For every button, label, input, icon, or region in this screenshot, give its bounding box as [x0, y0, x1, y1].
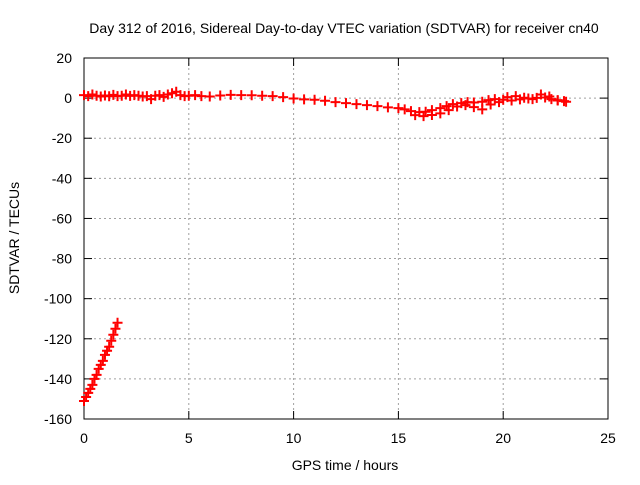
data-point-s0-p43 [361, 100, 372, 111]
data-point-s0-p9 [116, 90, 127, 101]
data-point-s0-p31 [236, 90, 247, 101]
data-point-s0-p21 [167, 88, 178, 99]
data-point-s2-p15 [110, 323, 121, 334]
x-tick-label-1: 5 [185, 430, 193, 446]
data-point-s1-p4 [443, 105, 454, 116]
data-point-s1-p5 [452, 101, 463, 112]
data-point-s0-p36 [288, 93, 299, 104]
data-point-s0-p37 [299, 94, 310, 105]
data-point-s0-p27 [196, 91, 207, 102]
data-point-s1-p11 [502, 92, 513, 103]
plot-border [83, 57, 609, 420]
data-point-s2-p16 [112, 317, 123, 328]
data-point-s0-p48 [405, 106, 416, 117]
data-point-s1-p6 [460, 100, 471, 111]
data-point-s1-p13 [519, 92, 530, 103]
data-point-s1-p9 [485, 99, 496, 110]
data-point-s0-p26 [190, 90, 201, 101]
data-point-s1-p10 [494, 97, 505, 108]
data-point-s0-p10 [120, 89, 131, 100]
data-point-s0-p46 [393, 103, 404, 114]
data-point-s0-p32 [246, 90, 257, 101]
data-point-s1-p15 [535, 89, 546, 100]
data-point-s0-p35 [278, 92, 289, 103]
data-point-s0-p2 [87, 89, 98, 100]
data-point-s0-p42 [351, 99, 362, 110]
data-point-s0-p38 [309, 94, 320, 105]
x-tick-label-4: 20 [495, 430, 511, 446]
y-tick-label-3: -100 [44, 291, 72, 307]
data-point-s0-p44 [372, 101, 383, 112]
y-axis-label: SDTVAR / TECUs [6, 182, 22, 294]
data-point-s0-p6 [104, 91, 115, 102]
data-point-s1-p17 [552, 95, 563, 106]
data-point-s0-p34 [267, 91, 278, 102]
data-point-s1-p16 [544, 91, 555, 102]
y-tick-label-0: -160 [44, 411, 72, 427]
data-point-s1-p1 [418, 111, 429, 122]
y-tick-label-7: -20 [52, 130, 72, 146]
data-point-s1-p18 [561, 96, 572, 107]
data-point-s0-p7 [108, 89, 119, 100]
x-tick-label-3: 15 [391, 430, 407, 446]
data-point-s0-p33 [257, 90, 268, 101]
x-tick-label-5: 25 [600, 430, 616, 446]
y-tick-label-6: -40 [52, 170, 72, 186]
data-point-s0-p29 [215, 90, 226, 101]
data-point-s0-p1 [83, 91, 94, 102]
x-axis-label: GPS time / hours [292, 457, 399, 473]
data-point-s1-p0 [410, 110, 421, 121]
data-point-s1-p3 [435, 108, 446, 119]
chart-title: Day 312 of 2016, Sidereal Day-to-day VTE… [89, 20, 599, 36]
data-point-s0-p40 [330, 97, 341, 108]
y-tick-label-2: -120 [44, 331, 72, 347]
data-point-s2-p9 [97, 355, 108, 366]
data-point-s0-p47 [399, 104, 410, 115]
y-tick-label-5: -60 [52, 210, 72, 226]
data-point-s1-p7 [468, 102, 479, 113]
data-point-s0-p0 [79, 90, 89, 101]
data-point-s0-p20 [162, 89, 173, 100]
data-point-s0-p30 [225, 89, 236, 100]
data-point-s0-p28 [204, 91, 215, 102]
data-point-s1-p8 [477, 104, 488, 115]
data-point-s2-p14 [108, 329, 119, 340]
data-point-s1-p12 [510, 91, 521, 102]
data-point-s0-p4 [95, 91, 106, 102]
data-point-s2-p13 [106, 335, 117, 346]
data-point-s2-p4 [87, 379, 98, 390]
data-point-s2-p6 [91, 369, 102, 380]
y-tick-label-1: -140 [44, 371, 72, 387]
data-point-s1-p2 [426, 109, 437, 120]
y-tick-label-9: 20 [56, 50, 72, 66]
y-tick-label-4: -80 [52, 251, 72, 267]
data-point-s0-p39 [320, 95, 331, 106]
data-point-s0-p23 [175, 90, 186, 101]
data-point-s2-p12 [104, 341, 115, 352]
data-point-s0-p41 [341, 98, 351, 109]
x-tick-label-0: 0 [80, 430, 88, 446]
y-tick-label-8: 0 [64, 90, 72, 106]
data-point-s0-p45 [382, 102, 393, 113]
data-point-s1-p14 [527, 94, 538, 105]
x-tick-label-2: 10 [286, 430, 302, 446]
